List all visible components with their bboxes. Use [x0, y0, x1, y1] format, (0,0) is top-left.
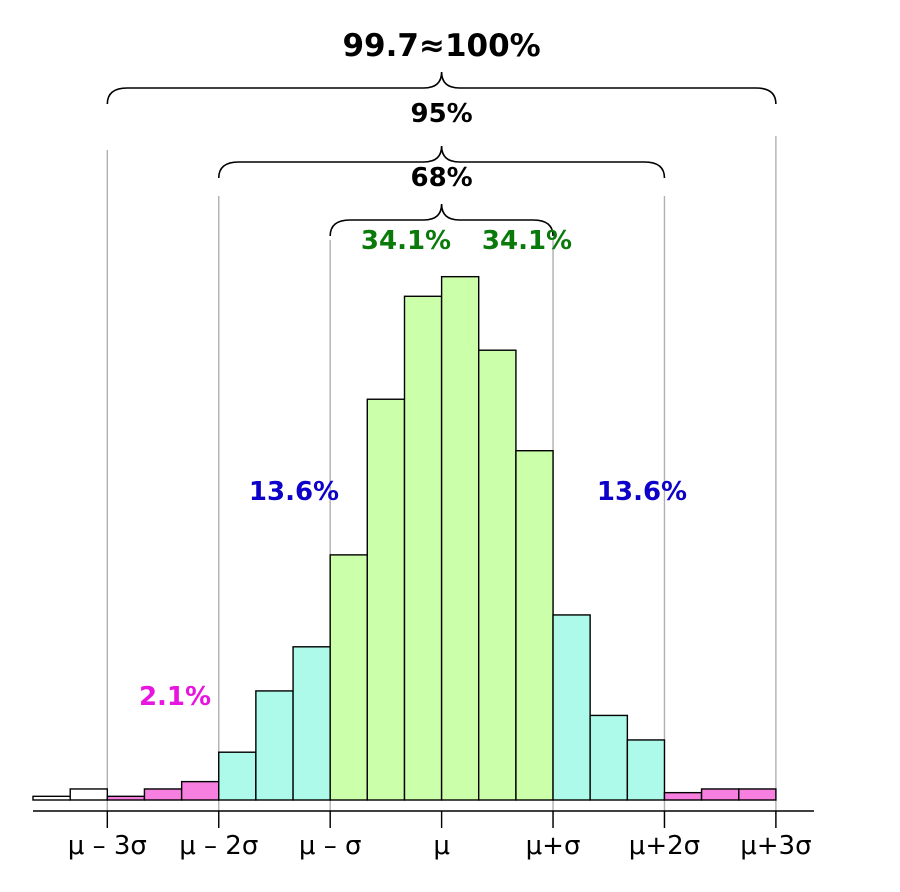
histogram-bar — [515, 450, 554, 801]
histogram-bar — [180, 780, 220, 801]
histogram-bar — [255, 690, 294, 801]
percent-labels: 2.1% 13.6% 34.1% 34.1% 13.6% — [139, 226, 687, 712]
range-braces: 68% 95% 99.7≈100% — [106, 28, 777, 237]
x-tick-label: μ – 3σ — [68, 831, 147, 861]
x-tick-label: μ – 2σ — [179, 831, 258, 861]
histogram-bar — [292, 646, 331, 801]
histogram-bar — [32, 795, 71, 801]
x-tick-label: μ+3σ — [740, 831, 811, 861]
histogram-bars — [32, 275, 777, 801]
histogram-bar — [589, 714, 629, 801]
histogram-bar — [218, 751, 257, 801]
x-tick-label: μ+2σ — [629, 831, 700, 861]
x-tick-label: μ – σ — [299, 831, 362, 861]
histogram-bar — [738, 788, 777, 801]
range-brace — [329, 203, 554, 237]
grid-lines — [106, 136, 777, 828]
left-side-percent-label: 13.6% — [249, 477, 339, 507]
range-brace-label: 95% — [410, 99, 472, 129]
histogram-bar — [329, 554, 368, 801]
histogram-bar — [403, 295, 443, 801]
x-tick-label: μ+σ — [526, 831, 581, 861]
x-tick-label: μ — [433, 831, 450, 861]
range-brace — [217, 145, 666, 179]
histogram-bar — [366, 398, 406, 801]
histogram-bar — [106, 795, 146, 801]
histogram-bar — [69, 788, 109, 801]
histogram-bar — [552, 614, 591, 801]
range-brace — [106, 71, 777, 105]
histogram-bar — [143, 788, 183, 801]
histogram-bar — [478, 349, 517, 801]
left-tail-percent-label: 2.1% — [139, 682, 211, 712]
range-brace-label: 68% — [410, 163, 472, 193]
right-side-percent-label: 13.6% — [597, 477, 687, 507]
right-center-percent-label: 34.1% — [482, 226, 572, 256]
histogram-bar — [440, 275, 480, 801]
range-brace-label: 99.7≈100% — [342, 28, 540, 64]
histogram-bar — [663, 791, 703, 801]
histogram-bar — [626, 739, 666, 801]
left-center-percent-label: 34.1% — [361, 226, 451, 256]
x-axis: μ – 3σ μ – 2σ μ – σ μ μ+σ μ+2σ μ+3σ — [33, 810, 814, 861]
histogram-bar — [700, 788, 740, 801]
